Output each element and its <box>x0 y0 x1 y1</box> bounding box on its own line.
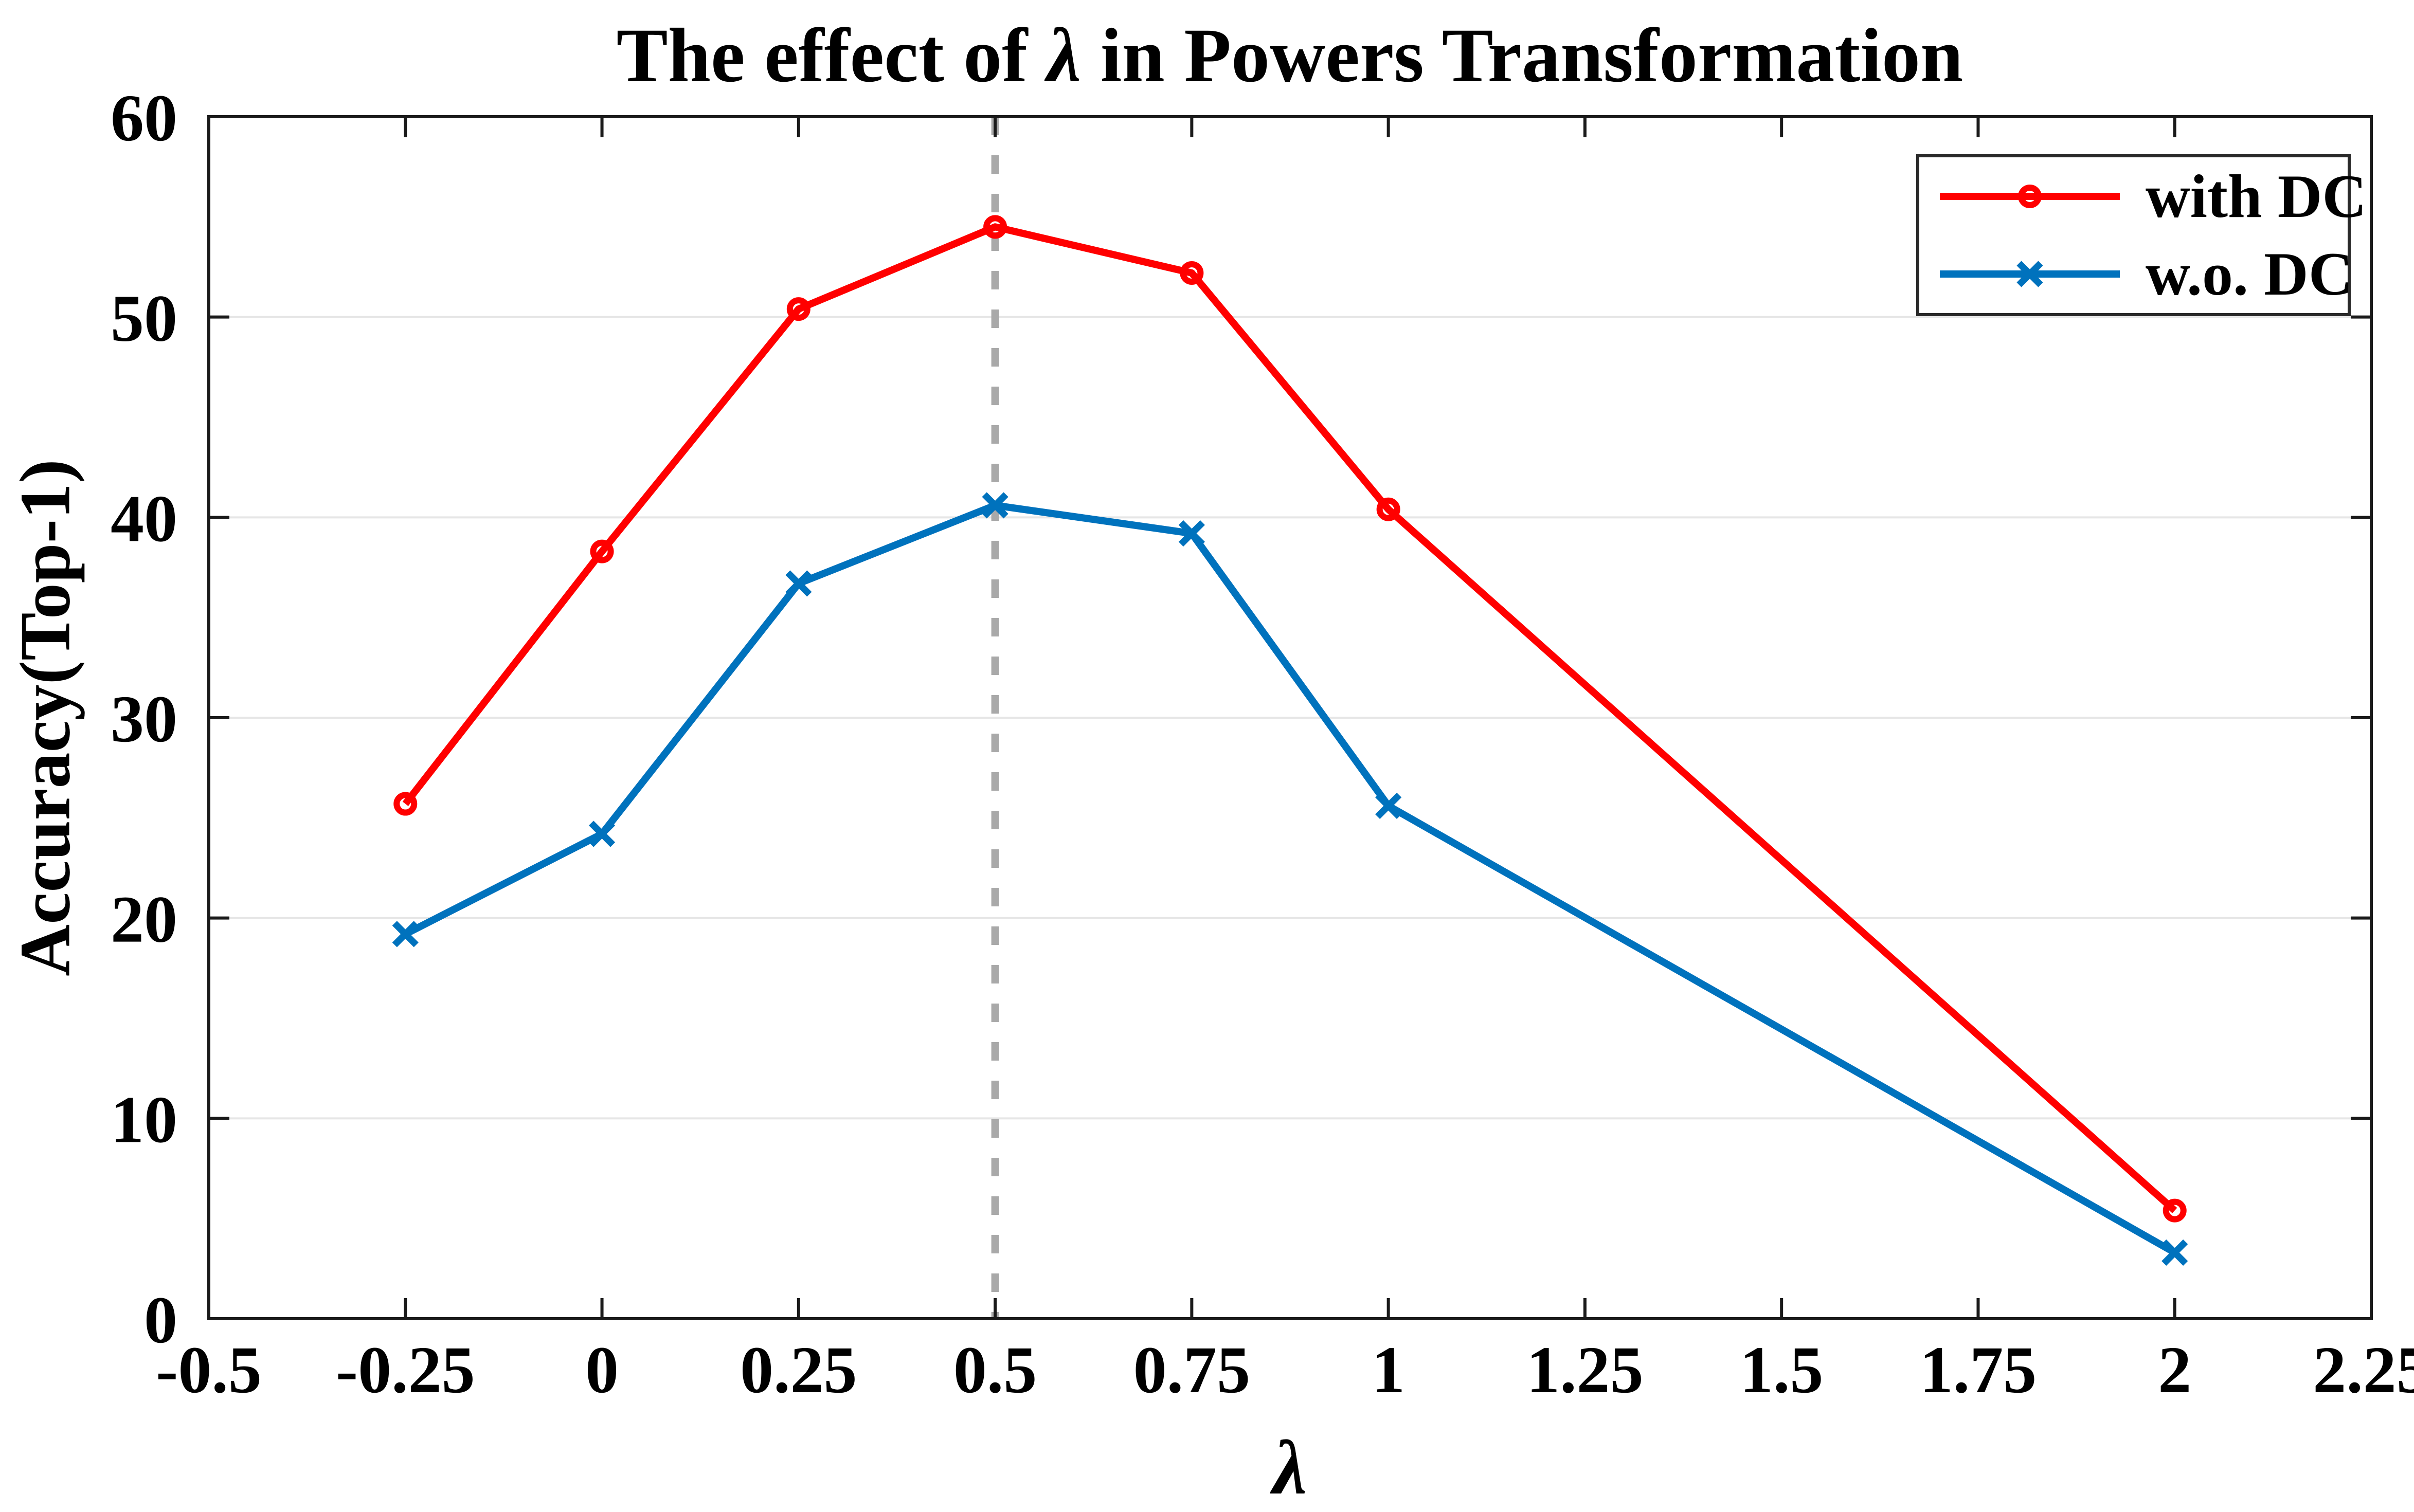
data-marker-x <box>785 570 812 597</box>
data-marker-circle <box>393 792 418 816</box>
legend-marker-circle-icon <box>1940 184 2120 208</box>
legend-entry-wo-dc: w.o. DC <box>1919 235 2353 314</box>
x-tick-label: 0.75 <box>1133 1333 1251 1407</box>
data-marker-circle <box>1180 261 1204 285</box>
series-line-wo-dc <box>404 501 2177 1256</box>
chart-title-lambda: λ <box>1047 13 1082 98</box>
data-marker-x <box>2161 1239 2188 1266</box>
data-marker-x <box>1178 520 1205 547</box>
y-tick-label: 0 <box>144 1283 177 1357</box>
y-tick-label: 30 <box>111 682 177 756</box>
x-tick-label: 0.25 <box>740 1333 857 1407</box>
data-marker-circle <box>1376 497 1400 521</box>
x-tick-label: 1 <box>1372 1333 1405 1407</box>
y-tick-label: 20 <box>111 883 177 957</box>
data-marker-x <box>1375 792 1402 819</box>
y-tick-label: 60 <box>111 81 177 155</box>
data-marker-circle <box>590 539 614 563</box>
data-marker-circle <box>2163 1198 2187 1223</box>
data-marker-x <box>588 821 616 847</box>
legend-entry-with-dc: with DC <box>1919 157 2367 235</box>
chart-title-text: The effect of <box>616 13 1047 98</box>
y-tick-label: 10 <box>111 1083 177 1157</box>
legend-label-wo-dc: w.o. DC <box>2146 240 2353 308</box>
x-tick-label: 1.75 <box>1920 1333 2037 1407</box>
y-tick-label: 50 <box>111 282 177 356</box>
legend: with DC w.o. DC <box>1916 154 2367 316</box>
data-marker-circle <box>983 215 1007 239</box>
x-tick-label: 2.25 <box>2313 1333 2414 1407</box>
data-marker-circle <box>786 297 810 321</box>
chart-title-text-2: in Powers Transformation <box>1081 13 1963 98</box>
y-tick-label: 40 <box>111 482 177 556</box>
series-line-with-dc <box>402 223 2177 1213</box>
x-axis-label: λ <box>1272 1425 1307 1510</box>
data-marker-x <box>982 492 1008 519</box>
x-tick-label: 1.5 <box>1740 1333 1824 1407</box>
x-tick-label: 1.25 <box>1526 1333 1644 1407</box>
x-tick-label: -0.5 <box>156 1333 262 1407</box>
legend-label-with-dc: with DC <box>2146 161 2367 230</box>
x-tick-label: -0.25 <box>336 1333 475 1407</box>
chart-title: The effect of λ in Powers Transformation <box>617 11 1963 100</box>
x-tick-label: 0 <box>585 1333 619 1407</box>
data-marker-x <box>392 921 419 948</box>
legend-marker-x-icon <box>1940 261 2120 287</box>
x-tick-label: 0.5 <box>953 1333 1037 1407</box>
x-tick-label: 2 <box>2158 1333 2191 1407</box>
